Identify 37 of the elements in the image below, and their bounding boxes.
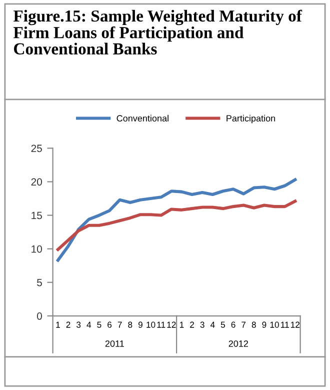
line-series [56,200,297,252]
x-tick-label: 12 [167,322,176,328]
line-series [56,178,297,262]
x-tick-label: 6 [108,322,112,328]
x-tick-label: 2 [190,322,194,328]
x-tick-label: 12 [291,322,300,328]
x-tick-label: 1 [180,322,184,328]
x-tick-label: 4 [210,322,215,328]
x-tick-label: 10 [270,322,279,328]
y-tick-label: 0 [37,312,42,320]
x-tick-label: 5 [97,322,102,328]
chart-title: Figure.15: Sample Weighted Maturity of Firm Loans of Participation and Conventional Banks [13,10,302,55]
x-tick-label: 6 [231,322,236,328]
y-tick-label: 15 [32,212,42,220]
y-tick-label: 5 [37,278,42,286]
x-tick-label: 2 [66,322,70,328]
x-tick-label: 7 [242,322,246,328]
y-tick-label: 20 [31,178,42,186]
y-tick-label: 10 [32,245,42,253]
y-tick-label: 25 [31,144,42,152]
x-tick-label: 5 [220,322,225,328]
legend-label: Participation [226,114,275,124]
x-tick-label: 3 [76,322,81,328]
x-tick-label: 8 [252,322,256,328]
text: 2012 [228,340,248,347]
legend-label: Conventional [116,114,168,122]
x-tick-label: 3 [200,322,204,328]
x-tick-label: 4 [86,322,92,328]
x-tick-label: 10 [146,322,156,328]
x-tick-label: 8 [128,322,132,328]
text: 2011 [105,340,124,347]
x-tick-label: 7 [118,322,122,328]
x-tick-label: 11 [281,322,289,328]
x-tick-label: 11 [157,322,166,328]
x-tick-label: 9 [262,322,266,328]
x-tick-label: 1 [56,322,60,328]
x-tick-label: 9 [138,322,142,328]
